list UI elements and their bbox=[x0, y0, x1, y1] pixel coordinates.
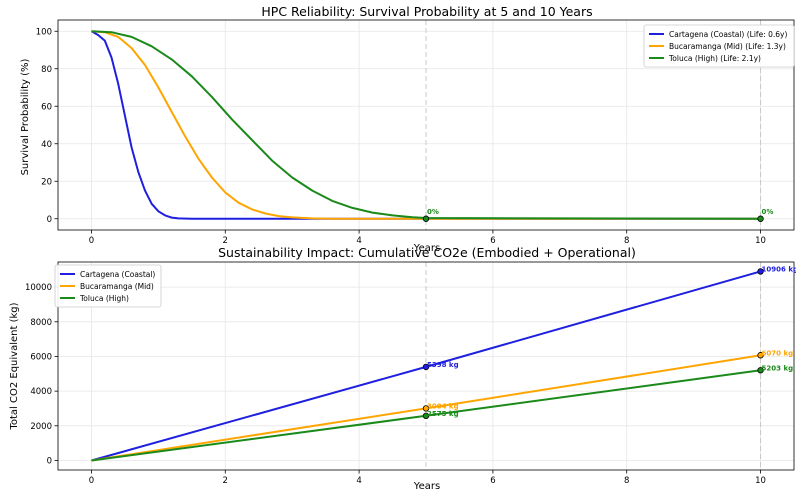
bottom-legend-label-2: Toluca (High) bbox=[79, 294, 129, 303]
top-series-1-line bbox=[91, 30, 761, 220]
bottom-xtick-label-0: 0 bbox=[89, 476, 94, 486]
top-ytick-label-3: 60 bbox=[41, 102, 52, 112]
bottom-chart-xlabel: Years bbox=[413, 481, 440, 492]
top-ytick-label-1: 20 bbox=[41, 177, 52, 187]
bottom-ytick-label-1: 2000 bbox=[30, 422, 52, 432]
bottom-ytick-label-3: 6000 bbox=[30, 352, 52, 362]
top-annotation-0: 0% bbox=[427, 208, 439, 216]
top-ytick-label-4: 80 bbox=[41, 65, 52, 75]
bottom-legend-label-0: Cartagena (Coastal) bbox=[80, 270, 155, 279]
top-xtick-label-1: 2 bbox=[223, 236, 228, 246]
bottom-annotation-1: 10906 kg bbox=[762, 265, 796, 273]
bottom-plot-area: 0 2 4 6 8 10 0 2000 4000 6000 8000 10000 5398 kg 1090… bbox=[25, 261, 796, 486]
bottom-marker-4 bbox=[422, 412, 430, 420]
top-chart: HPC Reliability: Survival Probability at… bbox=[20, 4, 795, 254]
top-legend-label-2: Toluca (High) (Life: 2.1y) bbox=[668, 54, 761, 63]
bottom-marker-2 bbox=[422, 405, 430, 412]
bottom-legend-label-1: Bucaramanga (Mid) bbox=[80, 282, 154, 291]
top-legend-label-1: Bucaramanga (Mid) (Life: 1.3y) bbox=[669, 42, 786, 51]
bottom-xtick-label-3: 6 bbox=[490, 476, 495, 486]
top-xtick-label-3: 6 bbox=[490, 236, 495, 246]
top-series-2-line bbox=[91, 30, 761, 220]
bottom-ytick-label-0: 0 bbox=[47, 456, 52, 466]
top-xtick-label-2: 4 bbox=[356, 236, 361, 246]
top-annotation-1: 0% bbox=[762, 208, 774, 216]
bottom-marker-3 bbox=[757, 352, 764, 359]
bottom-ytick-label-2: 4000 bbox=[30, 387, 52, 397]
bottom-marker-0 bbox=[422, 363, 430, 371]
bottom-legend-box bbox=[54, 264, 162, 308]
top-marker-1 bbox=[757, 215, 764, 222]
top-chart-xlabel: Years bbox=[413, 243, 440, 254]
bottom-chart: Sustainability Impact: Cumulative CO2e (… bbox=[9, 245, 796, 492]
bottom-xtick-label-4: 8 bbox=[624, 476, 629, 486]
bottom-annotation-5: 5203 kg bbox=[762, 364, 794, 372]
top-frame bbox=[57, 19, 795, 231]
top-legend-label-0: Cartagena (Coastal) (Life: 0.6y) bbox=[669, 30, 787, 39]
bottom-chart-ylabel: Total CO2 Equivalent (kg) bbox=[9, 302, 20, 430]
bottom-marker-1 bbox=[757, 268, 764, 275]
top-xtick-label-4: 8 bbox=[624, 236, 629, 246]
top-ytick-label-2: 40 bbox=[41, 140, 52, 150]
top-series-0-line bbox=[91, 30, 761, 220]
top-ytick-label-0: 0 bbox=[47, 215, 52, 225]
top-marker-0 bbox=[422, 215, 430, 222]
top-xtick-label-0: 0 bbox=[89, 236, 94, 246]
bottom-annotation-0: 5398 kg bbox=[427, 361, 459, 369]
top-legend-box bbox=[643, 24, 795, 68]
top-ytick-label-5: 100 bbox=[36, 27, 52, 37]
bottom-annotation-3: 6070 kg bbox=[762, 349, 794, 357]
bottom-annotation-4: 2575 kg bbox=[427, 410, 459, 418]
bottom-xtick-label-1: 2 bbox=[223, 476, 228, 486]
bottom-ytick-label-4: 8000 bbox=[30, 318, 52, 328]
bottom-xtick-label-5: 10 bbox=[755, 476, 766, 486]
top-xtick-label-5: 10 bbox=[755, 236, 766, 246]
bottom-frame bbox=[57, 261, 795, 471]
bottom-annotation-2: 3004 kg bbox=[427, 402, 459, 410]
bottom-xtick-label-2: 4 bbox=[356, 476, 361, 486]
bottom-marker-5 bbox=[757, 367, 764, 374]
bottom-chart-title: Sustainability Impact: Cumulative CO2e (… bbox=[218, 245, 636, 260]
top-chart-title: HPC Reliability: Survival Probability at… bbox=[261, 4, 592, 19]
bottom-ytick-label-5: 10000 bbox=[25, 283, 52, 293]
top-chart-ylabel: Survival Probability (%) bbox=[20, 58, 31, 175]
